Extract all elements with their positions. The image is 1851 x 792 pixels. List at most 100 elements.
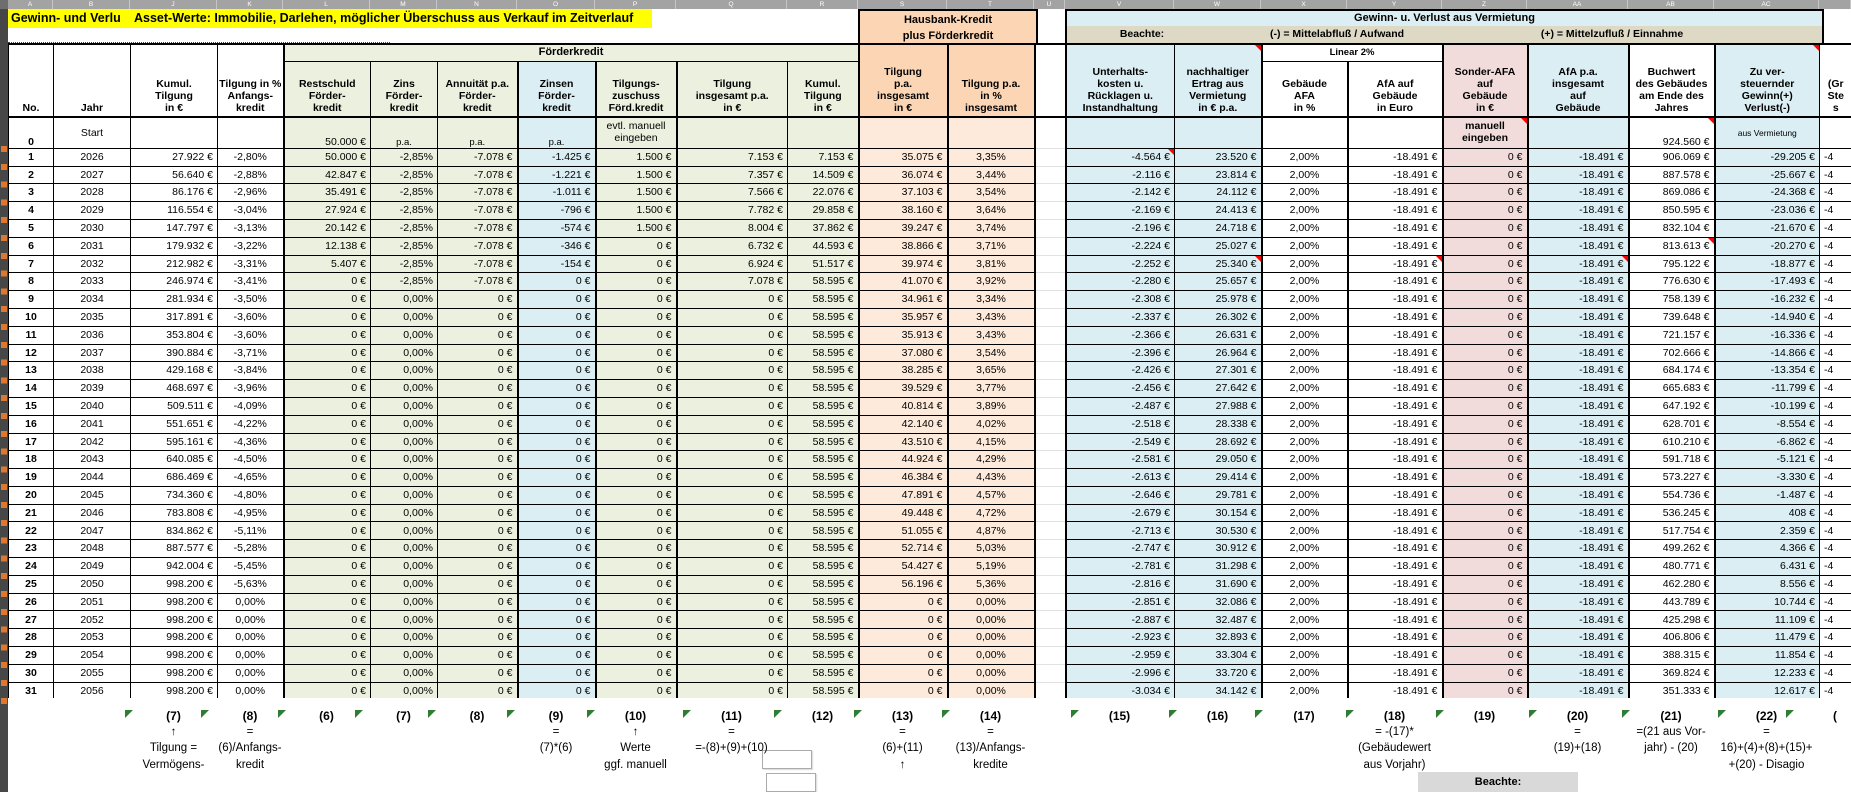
cell-27-gap[interactable] bbox=[1033, 610, 1067, 630]
cell-31-zusch[interactable]: 0 € bbox=[594, 681, 677, 698]
cell-start-rest[interactable]: 50.000 € bbox=[282, 116, 371, 149]
cell-16-zusch[interactable]: 0 € bbox=[594, 414, 677, 434]
cell-18-afains[interactable]: -18.491 € bbox=[1526, 450, 1630, 470]
cell-23-afaeur[interactable]: -18.491 € bbox=[1346, 539, 1444, 559]
cell-21-sonder[interactable]: 0 € bbox=[1441, 503, 1529, 523]
cell-24-afaeur[interactable]: -18.491 € bbox=[1346, 557, 1444, 576]
cell-3-ert[interactable]: 24.112 € bbox=[1174, 183, 1262, 203]
cell-14-kumul2[interactable]: 58.595 € bbox=[787, 379, 859, 398]
cell-25-afaeur[interactable]: -18.491 € bbox=[1346, 574, 1444, 594]
cell-31-tilgpct[interactable]: 0,00% bbox=[217, 681, 284, 698]
cell-14-gap[interactable] bbox=[1033, 379, 1067, 398]
cell-26-part[interactable]: -4 bbox=[1819, 592, 1851, 612]
cell-30-hbpct[interactable]: 0,00% bbox=[946, 663, 1035, 683]
cell-15-unt[interactable]: -2.487 € bbox=[1064, 396, 1175, 416]
cell-2-zins[interactable]: -2,85% bbox=[370, 165, 438, 185]
cell-23-no[interactable]: 23 bbox=[8, 539, 54, 559]
column-letter-M[interactable]: M bbox=[370, 0, 437, 9]
cell-5-jahr[interactable]: 2030 bbox=[53, 218, 131, 238]
cell-14-afapct[interactable]: 2,00% bbox=[1260, 379, 1348, 398]
cell-20-zins[interactable]: 0,00% bbox=[370, 485, 438, 505]
cell-15-afains[interactable]: -18.491 € bbox=[1526, 396, 1630, 416]
cell-18-tilgins[interactable]: 0 € bbox=[675, 450, 788, 470]
cell-18-sonder[interactable]: 0 € bbox=[1441, 450, 1529, 470]
cell-8-afapct[interactable]: 2,00% bbox=[1260, 272, 1348, 292]
cell-7-ert[interactable]: 25.340 € bbox=[1174, 254, 1262, 274]
cell-14-rest[interactable]: 0 € bbox=[282, 379, 371, 398]
cell-9-hbtilg[interactable]: 34.961 € bbox=[857, 290, 948, 309]
cell-8-annu[interactable]: -7.078 € bbox=[437, 272, 518, 292]
cell-10-buch[interactable]: 739.648 € bbox=[1627, 307, 1716, 327]
cell-1-jahr[interactable]: 2026 bbox=[53, 147, 131, 167]
cell-25-tilgins[interactable]: 0 € bbox=[675, 574, 788, 594]
cell-22-ver[interactable]: 2.359 € bbox=[1713, 521, 1821, 541]
cell-5-sonder[interactable]: 0 € bbox=[1441, 218, 1529, 238]
cell-30-hbtilg[interactable]: 0 € bbox=[857, 663, 948, 683]
cell-3-jahr[interactable]: 2028 bbox=[53, 183, 131, 203]
cell-8-no[interactable]: 8 bbox=[8, 272, 54, 292]
cell-28-no[interactable]: 28 bbox=[8, 628, 54, 648]
cell-18-zusch[interactable]: 0 € bbox=[594, 450, 677, 470]
cell-15-zins[interactable]: 0,00% bbox=[370, 396, 438, 416]
header-jahr[interactable]: Jahr bbox=[53, 43, 131, 118]
cell-6-no[interactable]: 6 bbox=[8, 236, 54, 256]
cell-13-jahr[interactable]: 2038 bbox=[53, 361, 131, 381]
cell-8-part[interactable]: -4 bbox=[1819, 272, 1851, 292]
cell-23-tilgpct[interactable]: -5,28% bbox=[217, 539, 284, 559]
cell-5-hbpct[interactable]: 3,74% bbox=[946, 218, 1035, 238]
header-zins[interactable]: Zins Förder-kredit bbox=[370, 60, 438, 118]
cell-5-kumul2[interactable]: 37.862 € bbox=[787, 218, 859, 238]
cell-25-kumul2[interactable]: 58.595 € bbox=[787, 574, 859, 594]
cell-6-gap[interactable] bbox=[1033, 237, 1067, 256]
cell-2-ver[interactable]: -25.667 € bbox=[1713, 165, 1821, 185]
cell-24-gap[interactable] bbox=[1033, 557, 1067, 576]
cell-22-afapct[interactable]: 2,00% bbox=[1260, 521, 1348, 541]
cell-15-rest[interactable]: 0 € bbox=[282, 396, 371, 416]
cell-25-zinsen[interactable]: 0 € bbox=[516, 574, 596, 594]
cell-27-kumul2[interactable]: 58.595 € bbox=[787, 610, 859, 630]
cell-14-ert[interactable]: 27.642 € bbox=[1174, 379, 1262, 398]
column-letter-V[interactable]: V bbox=[1065, 0, 1174, 9]
cell-1-sonder[interactable]: 0 € bbox=[1441, 147, 1529, 167]
cell-19-part[interactable]: -4 bbox=[1819, 468, 1851, 487]
cell-31-ver[interactable]: 12.617 € bbox=[1713, 681, 1821, 698]
cell-8-tilgpct[interactable]: -3,41% bbox=[217, 272, 284, 292]
cell-27-rest[interactable]: 0 € bbox=[282, 610, 371, 630]
cell-2-zusch[interactable]: 1.500 € bbox=[594, 165, 677, 185]
cell-2-rest[interactable]: 42.847 € bbox=[282, 165, 371, 185]
column-letter-W[interactable]: W bbox=[1174, 0, 1261, 9]
cell-29-no[interactable]: 29 bbox=[8, 646, 54, 665]
cell-31-rest[interactable]: 0 € bbox=[282, 681, 371, 698]
cell-16-afapct[interactable]: 2,00% bbox=[1260, 414, 1348, 434]
cell-22-sonder[interactable]: 0 € bbox=[1441, 521, 1529, 541]
cell-30-afapct[interactable]: 2,00% bbox=[1260, 663, 1348, 683]
cell-12-tilgins[interactable]: 0 € bbox=[675, 343, 788, 363]
cell-start-kumul2[interactable] bbox=[787, 116, 859, 149]
cell-23-hbtilg[interactable]: 52.714 € bbox=[857, 539, 948, 559]
cell-13-tilgpct[interactable]: -3,84% bbox=[217, 361, 284, 381]
cell-27-hbtilg[interactable]: 0 € bbox=[857, 610, 948, 630]
cell-1-ert[interactable]: 23.520 € bbox=[1174, 147, 1262, 167]
cell-28-tilgpct[interactable]: 0,00% bbox=[217, 628, 284, 648]
cell-1-afains[interactable]: -18.491 € bbox=[1526, 147, 1630, 167]
cell-1-rest[interactable]: 50.000 € bbox=[282, 147, 371, 167]
cell-14-afains[interactable]: -18.491 € bbox=[1526, 379, 1630, 398]
cell-3-zinsen[interactable]: -1.011 € bbox=[516, 183, 596, 203]
cell-13-tilgins[interactable]: 0 € bbox=[675, 361, 788, 381]
cell-start-zuschuss[interactable]: evtl. manuell eingeben bbox=[594, 116, 677, 149]
cell-29-part[interactable]: -4 bbox=[1819, 646, 1851, 665]
cell-25-no[interactable]: 25 bbox=[8, 574, 54, 594]
cell-26-sonder[interactable]: 0 € bbox=[1441, 592, 1529, 612]
header-afaeur[interactable]: AfA auf Gebäude in Euro bbox=[1346, 60, 1444, 118]
cell-28-annu[interactable]: 0 € bbox=[437, 628, 518, 648]
cell-19-buch[interactable]: 573.227 € bbox=[1627, 468, 1716, 487]
cell-7-hbtilg[interactable]: 39.974 € bbox=[857, 254, 948, 274]
cell-10-afaeur[interactable]: -18.491 € bbox=[1346, 307, 1444, 327]
cell-26-unt[interactable]: -2.851 € bbox=[1064, 592, 1175, 612]
cell-29-zusch[interactable]: 0 € bbox=[594, 646, 677, 665]
cell-22-zusch[interactable]: 0 € bbox=[594, 521, 677, 541]
cell-22-annu[interactable]: 0 € bbox=[437, 521, 518, 541]
cell-12-afaeur[interactable]: -18.491 € bbox=[1346, 343, 1444, 363]
cell-3-gap[interactable] bbox=[1033, 183, 1067, 203]
cell-28-buch[interactable]: 406.806 € bbox=[1627, 628, 1716, 648]
